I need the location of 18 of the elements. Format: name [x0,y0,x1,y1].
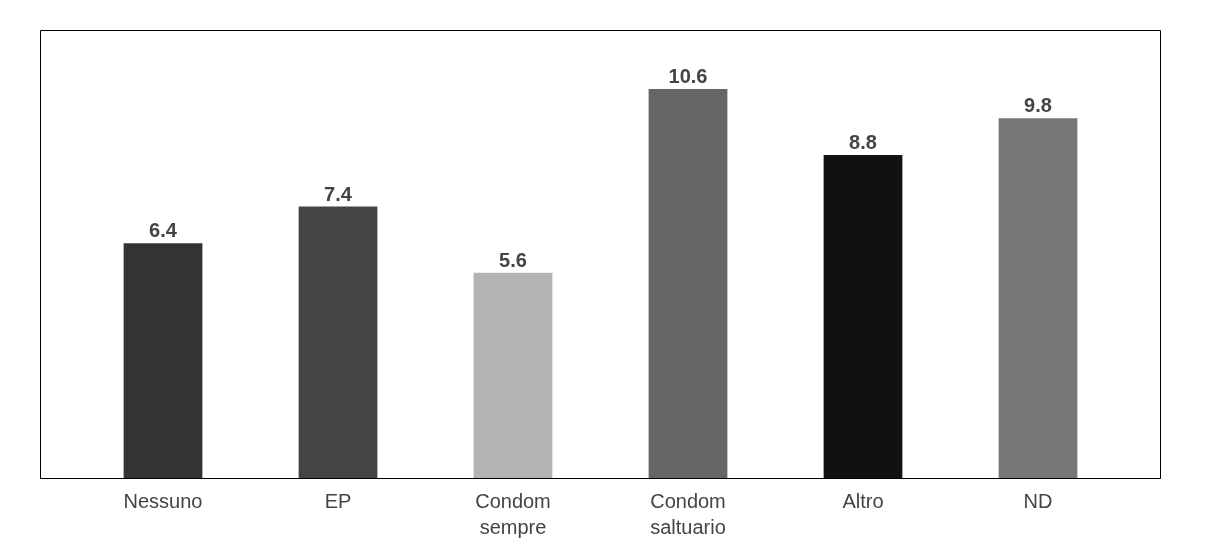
bar [123,243,203,479]
x-tick-label: EP [324,489,352,512]
data-label: 10.6 [668,64,708,87]
bar [823,155,903,479]
bar [298,206,378,479]
x-tick-label: Condom sempre [475,489,551,538]
data-label: 5.6 [499,248,527,271]
bar [998,118,1078,479]
data-label: 7.4 [324,182,353,205]
data-label: 6.4 [149,219,178,242]
x-tick-label: Nessuno [123,489,203,512]
data-label: 9.8 [1024,94,1052,117]
bar [648,88,728,479]
x-tick-label: ND [1023,489,1053,512]
x-tick-label: Condom saltuario [650,489,726,538]
bar [473,272,553,479]
data-label: 8.8 [849,131,877,154]
x-tick-label: Altro [842,489,884,512]
